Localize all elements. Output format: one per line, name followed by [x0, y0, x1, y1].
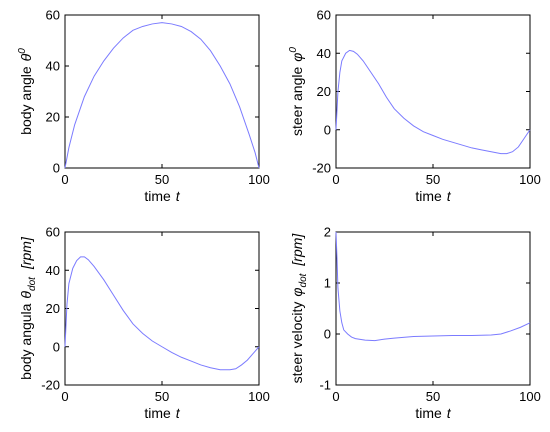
y-axis-label-superscript: 0 — [288, 47, 299, 53]
x-tick-label: 0 — [332, 172, 339, 187]
y-axis-label-text: steer angle — [289, 67, 305, 136]
axes-box — [335, 231, 531, 386]
x-tick-label: 50 — [426, 389, 440, 404]
x-axis-label: time t — [144, 188, 180, 204]
y-axis-label-variable: θ — [18, 291, 34, 299]
axes-box — [64, 14, 260, 169]
x-tick-label: 100 — [248, 389, 270, 404]
y-axis-label-variable: φ — [289, 287, 305, 296]
y-axis-label-text: body angle — [18, 66, 34, 135]
y-axis-label-variable: θ — [18, 53, 34, 61]
y-tick-label: 40 — [46, 59, 60, 74]
y-tick-label: 40 — [317, 46, 331, 61]
y-axis-label-text: body angula — [18, 303, 34, 380]
y-axis-label-text: steer velocity — [289, 302, 305, 384]
y-axis-label-subscript: dot — [27, 276, 38, 291]
y-tick-label: 20 — [46, 301, 60, 316]
data-line — [64, 22, 260, 169]
data-line — [335, 231, 531, 342]
y-tick-label: 1 — [324, 276, 331, 291]
y-tick-label: 20 — [46, 110, 60, 125]
y-tick-label: -1 — [319, 378, 331, 393]
x-tick-label: 0 — [61, 389, 68, 404]
y-axis-label-unit: [rpm] — [289, 233, 305, 267]
y-tick-label: 20 — [317, 84, 331, 99]
y-axis-label-subscript: dot — [298, 272, 309, 287]
x-axis-label: time t — [415, 405, 451, 421]
y-axis-label: body angleθ0​ — [17, 48, 34, 135]
x-axis-label-text: time — [415, 188, 442, 204]
y-tick-label: -20 — [312, 161, 331, 176]
y-tick-label: 60 — [46, 225, 60, 240]
x-tick-label: 0 — [332, 389, 339, 404]
y-axis-label-variable: φ — [289, 53, 305, 62]
x-tick-label: 50 — [426, 172, 440, 187]
x-tick-label: 100 — [519, 172, 541, 187]
x-axis-label-text: time — [144, 188, 171, 204]
y-tick-label: 60 — [317, 8, 331, 23]
x-axis-label: time t — [415, 188, 451, 204]
axes-box — [64, 231, 260, 386]
data-line — [335, 49, 531, 155]
x-axis-label: time t — [144, 405, 180, 421]
y-tick-label: 0 — [324, 327, 331, 342]
x-axis-label-variable: t — [176, 405, 181, 421]
x-tick-label: 50 — [155, 172, 169, 187]
x-axis-label-variable: t — [447, 188, 452, 204]
y-axis-label: steer velocityφdot​[rpm] — [289, 233, 309, 384]
axes-box — [335, 14, 531, 169]
x-axis-label-variable: t — [447, 405, 452, 421]
y-tick-label: 0 — [53, 161, 60, 176]
x-tick-label: 100 — [519, 389, 541, 404]
x-axis-label-text: time — [415, 405, 442, 421]
x-tick-label: 100 — [248, 172, 270, 187]
x-axis-label-variable: t — [176, 188, 181, 204]
y-tick-label: 0 — [53, 339, 60, 354]
x-tick-label: 0 — [61, 172, 68, 187]
y-tick-label: 2 — [324, 225, 331, 240]
x-tick-label: 50 — [155, 389, 169, 404]
y-tick-label: 40 — [46, 263, 60, 278]
y-tick-label: -20 — [41, 378, 60, 393]
y-tick-label: 0 — [324, 122, 331, 137]
y-axis-label: body angulaθdot​[rpm] — [18, 236, 38, 380]
x-axis-label-text: time — [144, 405, 171, 421]
y-axis-label: steer angleφ0​ — [288, 47, 305, 136]
y-axis-label-superscript: 0 — [17, 48, 28, 54]
y-axis-label-unit: [rpm] — [18, 236, 34, 270]
data-line — [64, 256, 260, 371]
y-tick-label: 60 — [46, 8, 60, 23]
